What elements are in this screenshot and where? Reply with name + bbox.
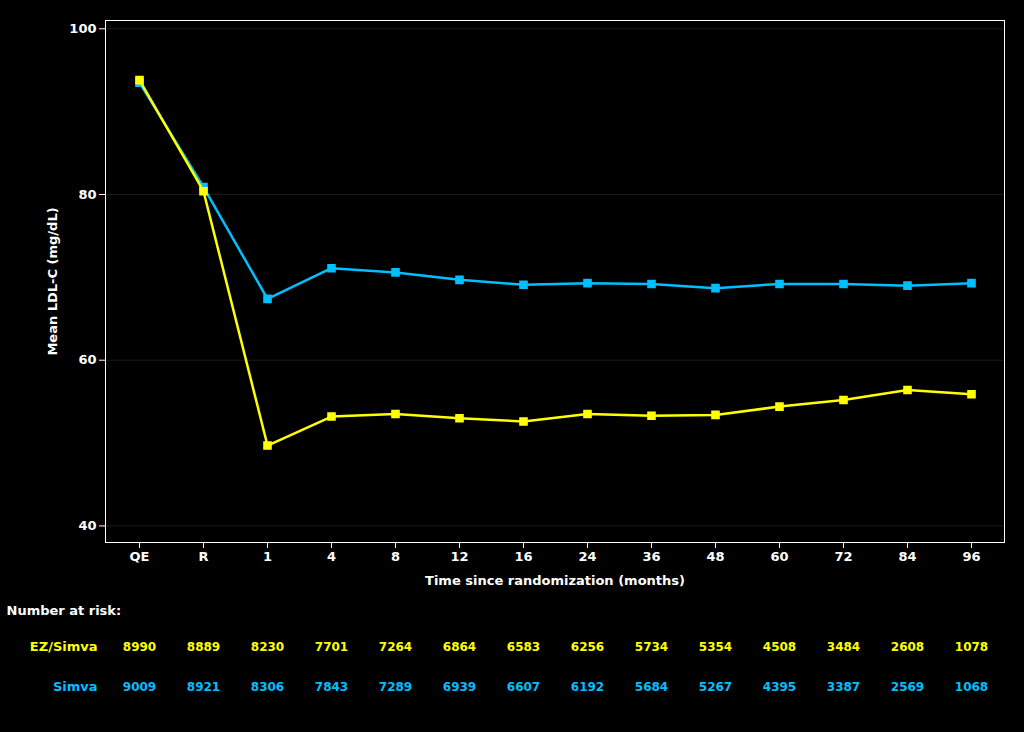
svg-text:8921: 8921 bbox=[187, 680, 220, 694]
svg-text:12: 12 bbox=[450, 549, 468, 564]
svg-text:QE: QE bbox=[130, 549, 150, 564]
svg-text:8889: 8889 bbox=[187, 640, 220, 654]
svg-text:48: 48 bbox=[706, 549, 724, 564]
svg-text:2569: 2569 bbox=[891, 680, 924, 694]
svg-text:1: 1 bbox=[263, 549, 272, 564]
svg-text:1078: 1078 bbox=[955, 640, 988, 654]
svg-text:8990: 8990 bbox=[123, 640, 156, 654]
svg-text:6192: 6192 bbox=[571, 680, 604, 694]
svg-text:Simva: Simva bbox=[53, 679, 98, 694]
svg-text:Time since randomization (mont: Time since randomization (months) bbox=[425, 573, 685, 588]
svg-text:Mean LDL-C (mg/dL): Mean LDL-C (mg/dL) bbox=[45, 207, 60, 355]
svg-text:6256: 6256 bbox=[571, 640, 604, 654]
svg-text:96: 96 bbox=[962, 549, 980, 564]
svg-text:3484: 3484 bbox=[827, 640, 860, 654]
svg-text:3387: 3387 bbox=[827, 680, 860, 694]
svg-text:7701: 7701 bbox=[315, 640, 348, 654]
svg-text:36: 36 bbox=[642, 549, 660, 564]
svg-text:EZ/Simva: EZ/Simva bbox=[30, 639, 98, 654]
svg-text:24: 24 bbox=[578, 549, 596, 564]
svg-text:4: 4 bbox=[327, 549, 336, 564]
svg-text:4395: 4395 bbox=[763, 680, 796, 694]
svg-text:6939: 6939 bbox=[443, 680, 476, 694]
svg-text:5684: 5684 bbox=[635, 680, 668, 694]
svg-text:80: 80 bbox=[78, 187, 96, 202]
svg-text:7289: 7289 bbox=[379, 680, 412, 694]
svg-text:6583: 6583 bbox=[507, 640, 540, 654]
svg-text:R: R bbox=[198, 549, 208, 564]
svg-text:1068: 1068 bbox=[955, 680, 988, 694]
svg-text:72: 72 bbox=[834, 549, 852, 564]
svg-text:40: 40 bbox=[78, 518, 96, 533]
svg-text:7264: 7264 bbox=[379, 640, 412, 654]
svg-text:2608: 2608 bbox=[891, 640, 924, 654]
svg-text:100: 100 bbox=[69, 21, 96, 36]
svg-text:8230: 8230 bbox=[251, 640, 284, 654]
svg-text:5267: 5267 bbox=[699, 680, 732, 694]
svg-text:60: 60 bbox=[78, 352, 96, 367]
svg-text:4508: 4508 bbox=[763, 640, 796, 654]
svg-text:9009: 9009 bbox=[123, 680, 156, 694]
svg-text:5734: 5734 bbox=[635, 640, 668, 654]
svg-text:Number at risk:: Number at risk: bbox=[7, 603, 122, 618]
svg-text:6864: 6864 bbox=[443, 640, 476, 654]
svg-text:60: 60 bbox=[770, 549, 788, 564]
svg-text:16: 16 bbox=[514, 549, 532, 564]
svg-text:8306: 8306 bbox=[251, 680, 284, 694]
svg-text:8: 8 bbox=[391, 549, 400, 564]
svg-text:6607: 6607 bbox=[507, 680, 540, 694]
svg-text:7843: 7843 bbox=[315, 680, 348, 694]
svg-text:5354: 5354 bbox=[699, 640, 732, 654]
svg-text:84: 84 bbox=[898, 549, 916, 564]
